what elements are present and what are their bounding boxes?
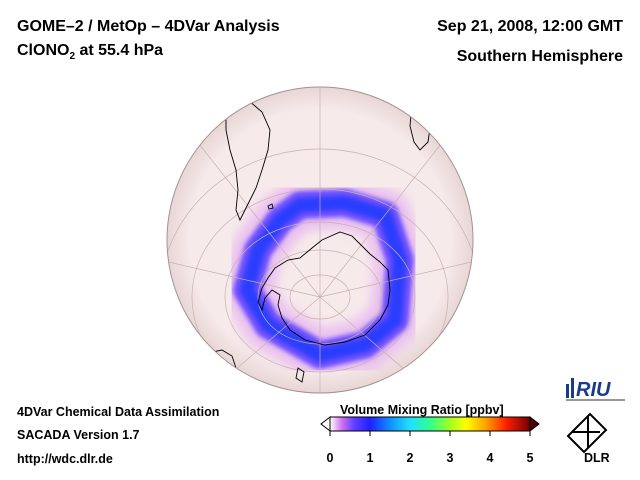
species-prefix: ClONO [17,42,70,59]
species-suffix: at 55.4 hPa [75,42,164,59]
vortex-field [221,177,426,381]
datetime-label: Sep 21, 2008, 12:00 GMT [437,18,623,35]
title-line1: GOME–2 / MetOp – 4DVar Analysis [17,18,280,35]
colorbar-tick-label: 4 [486,451,494,465]
south-america-coast [225,94,271,222]
riu-logo: RIU [566,378,625,401]
colorbar-extend-high [529,415,540,433]
colorbar-tick-label: 1 [366,451,374,465]
footer-url-link[interactable]: http://wdc.dlr.de [17,452,113,466]
colorbar-tick-label: 5 [526,451,534,465]
falklands-coast [267,203,274,210]
colorbar-tick-label: 0 [326,451,334,465]
riu-logo-mark [566,384,569,398]
newzealand-coast [295,367,305,383]
globe-outline [166,86,474,394]
colorbar-gradient [329,416,531,432]
riu-logo-text: RIU [576,379,611,401]
colorbar-extend-low [320,415,331,433]
footer-line1: 4DVar Chemical Data Assimilation [17,405,220,419]
riu-logo-mark [571,378,574,398]
dlr-logo-mark [566,412,608,454]
species-title: ClONO2 at 55.4 hPa [17,42,164,62]
footer-line2: SACADA Version 1.7 [17,428,140,442]
colorbar-tick-label: 3 [446,451,454,465]
dlr-logo: DLR [566,412,610,465]
antarctica-coast [257,231,391,346]
species-subscript: 2 [69,51,76,62]
region-label: Southern Hemisphere [456,48,623,65]
colorbar-title: Volume Mixing Ratio [ppbv] [340,403,504,417]
colorbar-tick-label: 2 [406,451,414,465]
dlr-logo-text: DLR [584,451,610,465]
colorbar [320,415,540,436]
